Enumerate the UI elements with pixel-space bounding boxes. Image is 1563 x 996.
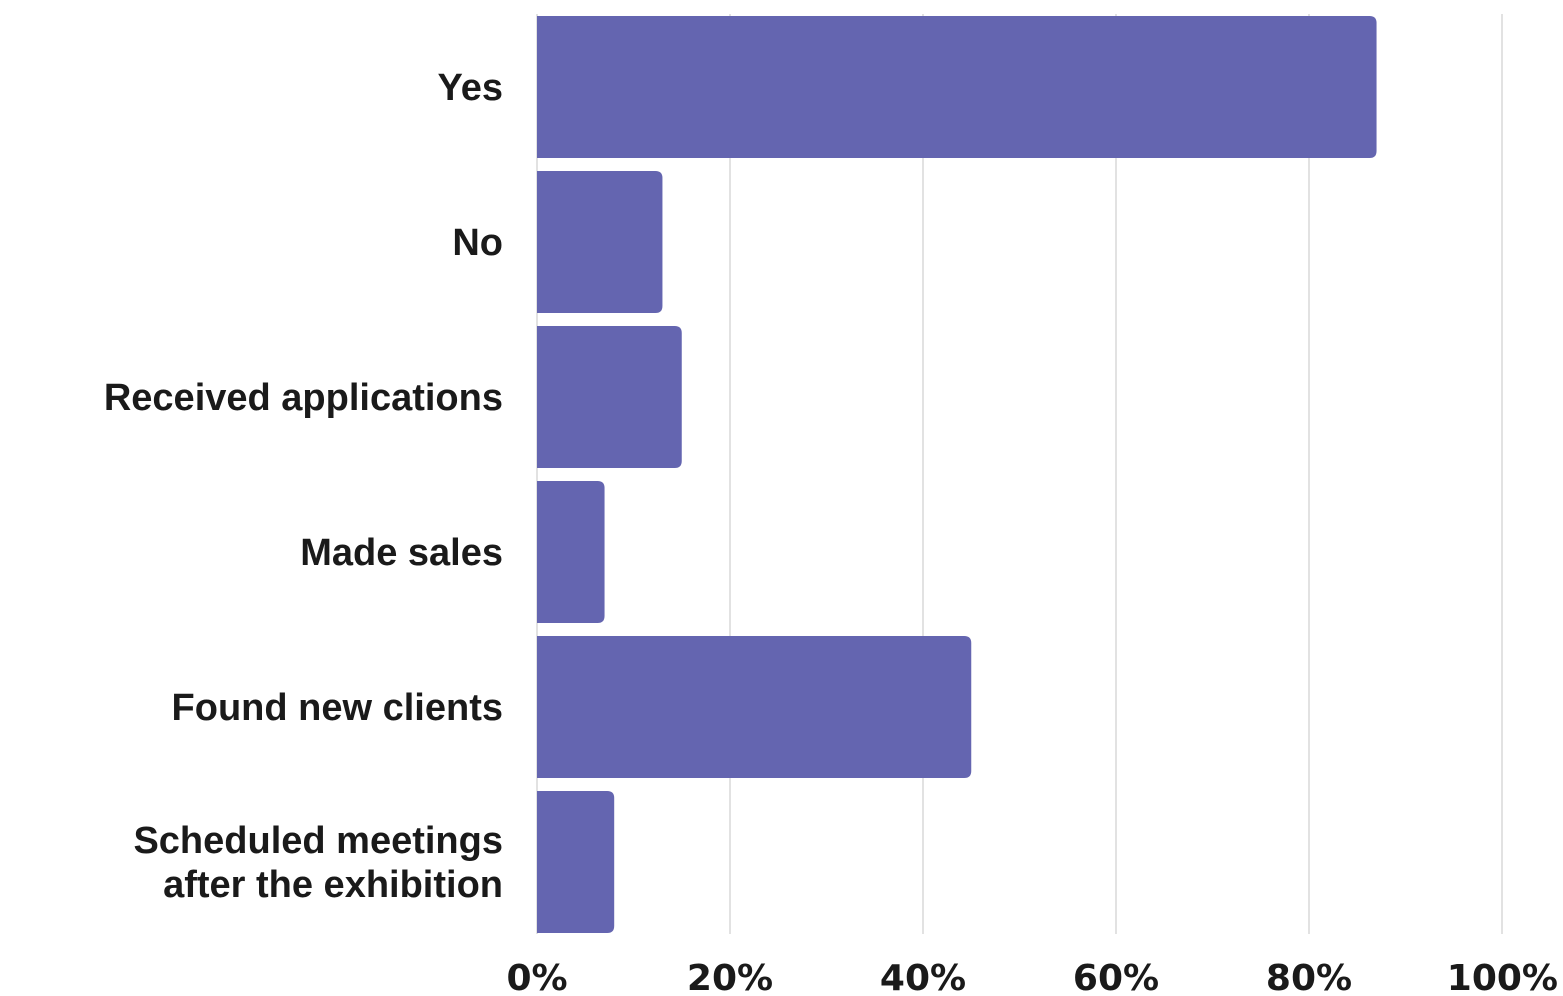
category-label-line: after the exhibition <box>163 864 503 906</box>
bar-4 <box>537 636 972 778</box>
x-tick-label-0: 0% <box>506 958 567 996</box>
bar-5 <box>537 791 615 933</box>
category-label-5: Scheduled meetings after the exhibition <box>133 820 503 906</box>
category-label-2: Received applications <box>104 377 503 419</box>
category-label-line: Scheduled meetings <box>133 820 503 862</box>
bar-0 <box>537 16 1377 158</box>
category-label-4: Found new clients <box>172 687 503 729</box>
x-tick-label-100: 100% <box>1447 958 1558 996</box>
bar-3 <box>537 481 605 623</box>
category-label-line: Made sales <box>300 532 503 574</box>
grid-lines <box>536 14 1503 934</box>
category-label-0: Yes <box>437 67 503 109</box>
x-tick-label-80: 80% <box>1266 958 1352 996</box>
x-tick-label-60: 60% <box>1073 958 1159 996</box>
category-label-1: No <box>452 222 503 264</box>
x-tick-label-20: 20% <box>687 958 773 996</box>
category-labels: Yes No Received applications Made sales Foun… <box>104 67 503 906</box>
x-tick-label-40: 40% <box>880 958 966 996</box>
category-label-line: No <box>452 222 503 264</box>
bars <box>537 16 1377 933</box>
category-label-line: Yes <box>437 67 503 109</box>
bar-1 <box>537 171 663 313</box>
category-label-line: Received applications <box>104 377 503 419</box>
category-label-3: Made sales <box>300 532 503 574</box>
category-label-line: Found new clients <box>172 687 503 729</box>
x-tick-labels: 0% 20% 40% 60% 80% 100% <box>506 958 1558 996</box>
bar-2 <box>537 326 682 468</box>
